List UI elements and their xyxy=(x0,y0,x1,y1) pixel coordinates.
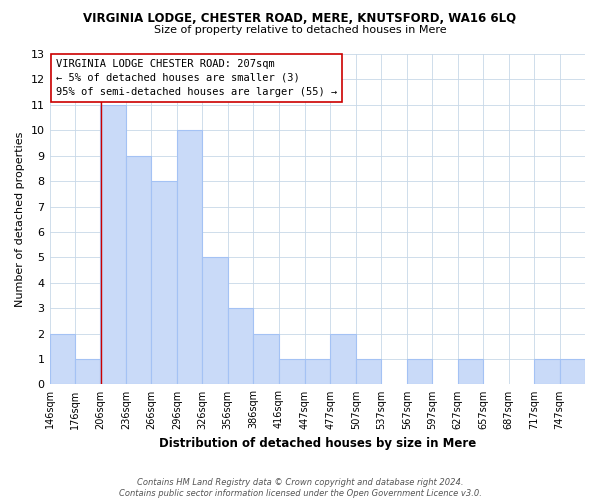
Bar xyxy=(407,359,432,384)
Bar xyxy=(50,334,75,384)
Bar xyxy=(560,359,585,384)
Bar xyxy=(458,359,483,384)
Text: VIRGINIA LODGE CHESTER ROAD: 207sqm
← 5% of detached houses are smaller (3)
95% : VIRGINIA LODGE CHESTER ROAD: 207sqm ← 5%… xyxy=(56,59,337,97)
Bar xyxy=(305,359,331,384)
Bar xyxy=(356,359,382,384)
Bar xyxy=(202,258,228,384)
Bar xyxy=(151,181,177,384)
Bar xyxy=(100,105,126,384)
Bar xyxy=(331,334,356,384)
Bar xyxy=(253,334,278,384)
Text: Size of property relative to detached houses in Mere: Size of property relative to detached ho… xyxy=(154,25,446,35)
Bar xyxy=(126,156,151,384)
Bar xyxy=(534,359,560,384)
Bar xyxy=(278,359,305,384)
X-axis label: Distribution of detached houses by size in Mere: Distribution of detached houses by size … xyxy=(158,437,476,450)
Bar xyxy=(75,359,100,384)
Bar xyxy=(228,308,253,384)
Text: Contains HM Land Registry data © Crown copyright and database right 2024.
Contai: Contains HM Land Registry data © Crown c… xyxy=(119,478,481,498)
Text: VIRGINIA LODGE, CHESTER ROAD, MERE, KNUTSFORD, WA16 6LQ: VIRGINIA LODGE, CHESTER ROAD, MERE, KNUT… xyxy=(83,12,517,26)
Bar xyxy=(177,130,202,384)
Y-axis label: Number of detached properties: Number of detached properties xyxy=(15,132,25,307)
